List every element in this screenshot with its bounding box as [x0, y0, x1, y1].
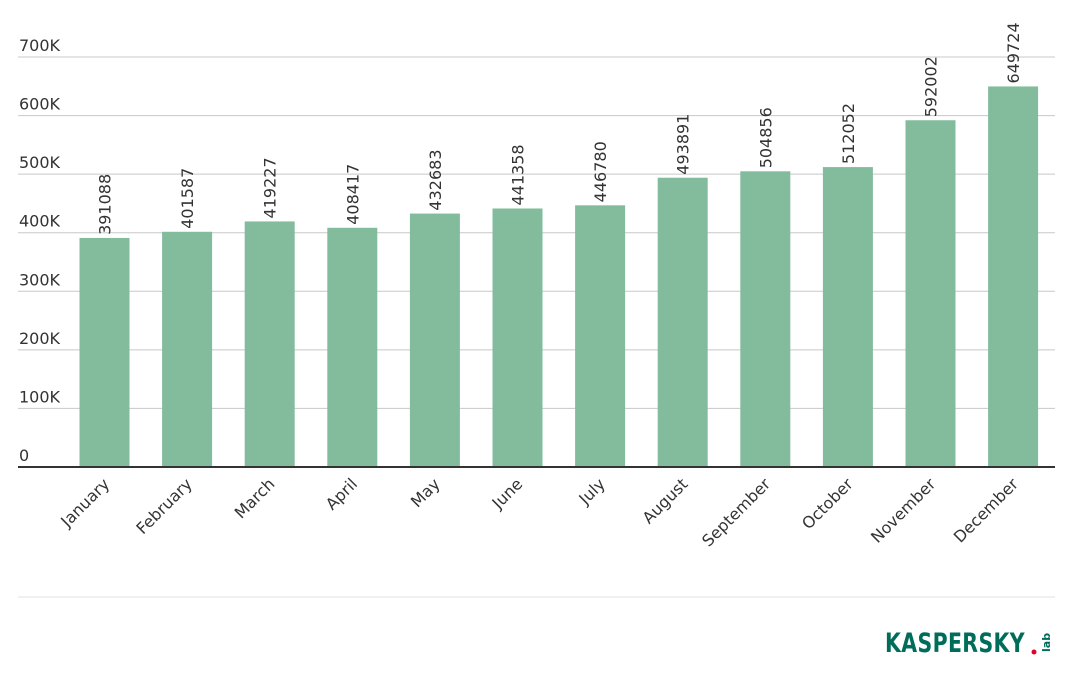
bar [575, 205, 626, 467]
y-tick-label: 600K [19, 95, 61, 114]
x-category-label: November [867, 474, 940, 547]
bar [988, 86, 1039, 467]
bar-value-labels: 391088 401587 419227 408417 432683 441358 4467… [96, 22, 1024, 235]
bar-value-label: 493891 [674, 114, 693, 175]
bar [409, 213, 460, 467]
y-tick-label: 400K [19, 212, 61, 231]
bar [740, 171, 791, 467]
bar-value-label: 432683 [426, 149, 445, 210]
y-tick-label: 200K [19, 329, 61, 348]
y-tick-label: 0 [19, 446, 29, 465]
bar-value-label: 401587 [178, 168, 197, 229]
bar-value-label: 504856 [756, 107, 775, 168]
bar [79, 237, 130, 467]
x-category-label: December [950, 474, 1022, 546]
x-category-label: January [56, 474, 113, 531]
bar-value-label: 408417 [343, 164, 362, 225]
x-category-label: April [322, 474, 361, 513]
bar-value-label: 592002 [922, 56, 941, 117]
bar [244, 221, 295, 467]
x-category-label: October [798, 474, 857, 533]
logo-lab-text: lab [1040, 633, 1053, 652]
bar-value-label: 441358 [509, 144, 528, 205]
y-tick-label: 300K [19, 270, 61, 289]
bar-value-label: 649724 [1004, 22, 1023, 83]
bar [657, 177, 708, 467]
kaspersky-lab-logo: KASPERSKY lab [885, 628, 1053, 659]
y-tick-label: 700K [19, 36, 61, 55]
bar-value-label: 446780 [591, 141, 610, 202]
x-category-label: September [698, 474, 774, 550]
bar-value-label: 391088 [96, 174, 115, 235]
bars [79, 86, 1039, 468]
bar [822, 167, 873, 467]
x-category-label: May [407, 474, 444, 511]
y-axis-tick-labels: 0 100K 200K 300K 400K 500K 600K 700K [19, 36, 61, 465]
logo-brand-text: KASPERSKY [885, 628, 1025, 659]
x-category-label: July [574, 474, 608, 508]
bar-value-label: 419227 [261, 157, 280, 218]
y-tick-label: 100K [19, 387, 61, 406]
x-category-label: March [231, 474, 279, 522]
bar [162, 231, 213, 467]
x-category-label: June [488, 474, 527, 513]
x-category-label: February [132, 474, 196, 538]
x-category-label: August [638, 474, 691, 527]
bar [327, 227, 378, 467]
bar [492, 208, 543, 468]
y-tick-label: 500K [19, 153, 61, 172]
bar-value-label: 512052 [839, 103, 858, 164]
logo-accent-dot [1031, 649, 1037, 655]
bar [905, 120, 956, 467]
x-axis-category-labels: January February March April May June July Augu… [56, 474, 1022, 550]
